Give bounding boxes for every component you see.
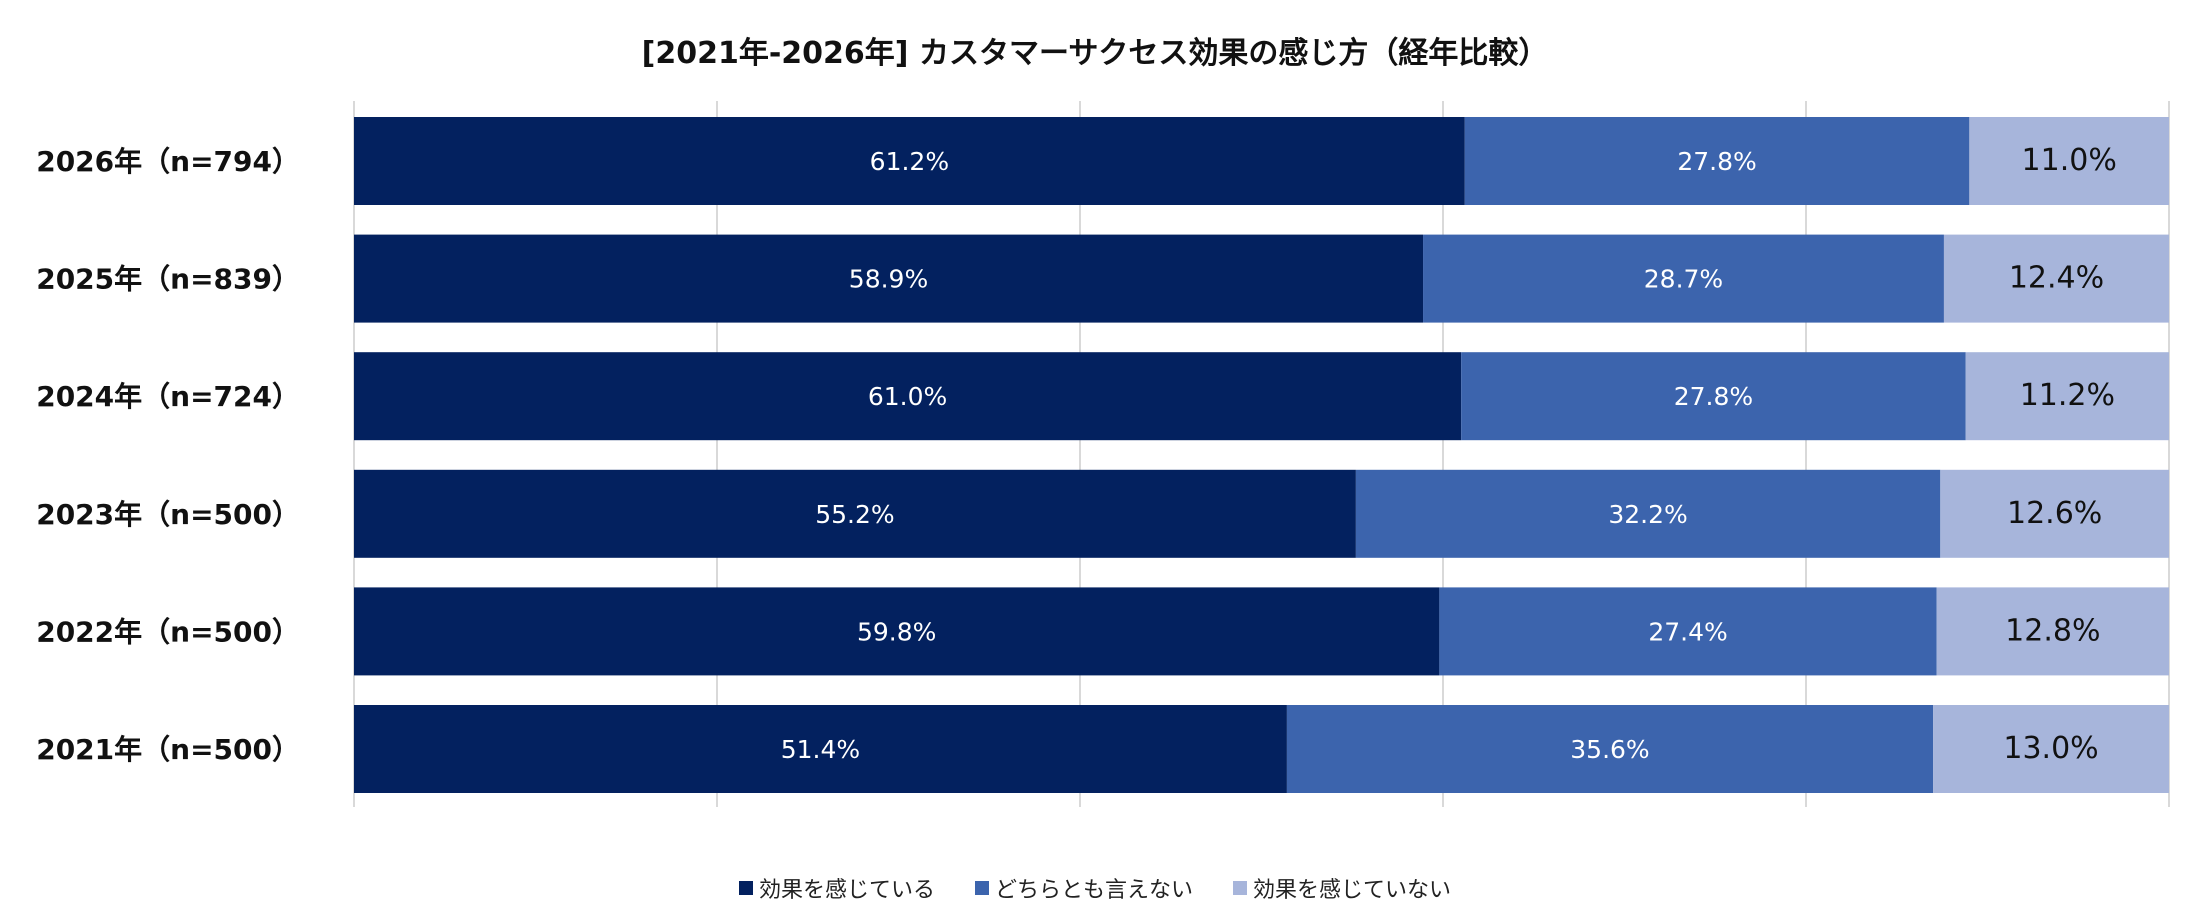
- bar-segment: [1940, 469, 2169, 558]
- category-label: 2023年（n=500）: [36, 498, 300, 531]
- bar-segment: [354, 117, 1465, 205]
- bar-segment: [1936, 587, 2169, 676]
- bar-segment: [1423, 234, 1944, 323]
- legend-swatch: [738, 881, 753, 895]
- data-label: 11.0%: [2022, 143, 2117, 178]
- data-label: 61.2%: [870, 147, 949, 176]
- category-label: 2022年（n=500）: [36, 615, 300, 648]
- bar-segment: [1461, 352, 1966, 441]
- data-label: 27.8%: [1677, 147, 1756, 176]
- legend-item: 効果を感じている: [738, 872, 935, 904]
- bar-segment: [1965, 352, 2169, 441]
- bar-segment: [1464, 117, 1970, 205]
- bar-segment: [1286, 705, 1934, 793]
- data-label: 12.6%: [2007, 496, 2102, 531]
- category-label: 2025年（n=839）: [36, 263, 300, 296]
- data-label: 59.8%: [857, 617, 936, 646]
- bar-segment: [1969, 117, 2169, 205]
- legend-item: どちらとも言えない: [974, 872, 1193, 904]
- data-label: 13.0%: [2003, 731, 2098, 766]
- legend-label: 効果を感じている: [758, 878, 935, 903]
- data-label: 27.4%: [1648, 617, 1727, 646]
- category-label: 2026年（n=794）: [36, 145, 300, 178]
- data-label: 55.2%: [815, 500, 894, 529]
- bar-segment: [1943, 234, 2169, 323]
- bar-segment: [1933, 705, 2169, 793]
- data-label: 11.2%: [2020, 378, 2115, 413]
- legend: 効果を感じている どちらとも言えない 効果を感じていない: [0, 872, 2190, 904]
- data-label: 51.4%: [781, 735, 860, 764]
- data-label: 12.4%: [2009, 261, 2104, 296]
- data-label: 27.8%: [1674, 382, 1753, 411]
- stacked-bar-chart: 2026年（n=794） 61.2% 27.8% 11.0% 2025年（n=839） 5…: [36, 101, 2170, 807]
- legend-label: 効果を感じていない: [1253, 878, 1452, 903]
- bar-segment: [1439, 587, 1937, 676]
- legend-item: 効果を感じていない: [1233, 872, 1451, 904]
- data-label: 61.0%: [868, 382, 947, 411]
- bar-segment: [354, 352, 1462, 441]
- data-label: 58.9%: [849, 265, 928, 294]
- legend-swatch: [1233, 881, 1247, 895]
- bar-segment: [354, 587, 1440, 676]
- bar-segment: [354, 469, 1356, 558]
- category-label: 2024年（n=724）: [36, 380, 300, 413]
- legend-swatch: [974, 881, 989, 895]
- data-label: 35.6%: [1570, 735, 1649, 764]
- bar-segment: [354, 705, 1287, 793]
- chart-title: [2021年-2026年] カスタマーサクセス効果の感じ方（経年比較）: [641, 36, 1549, 71]
- data-label: 12.8%: [2005, 613, 2100, 648]
- category-label: 2021年（n=500）: [36, 733, 300, 766]
- bar-segment: [1355, 469, 1941, 558]
- legend-label: どちらとも言えない: [994, 878, 1193, 903]
- data-label: 32.2%: [1608, 500, 1687, 529]
- data-label: 28.7%: [1644, 265, 1723, 294]
- bar-segment: [354, 234, 1424, 323]
